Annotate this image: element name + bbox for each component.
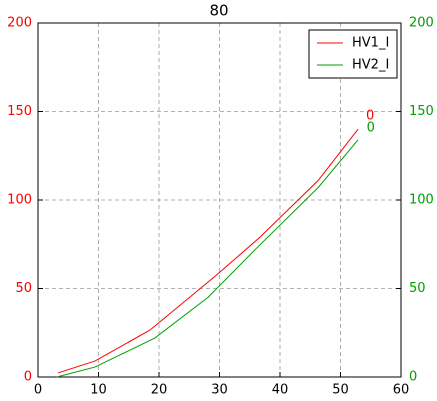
y-tick-label: 200 — [7, 16, 32, 31]
x-tick-label: 60 — [393, 383, 410, 398]
y2-tick-label: 50 — [409, 281, 426, 296]
line — [56, 139, 359, 378]
x-tick-label: 40 — [272, 383, 289, 398]
y-tick-label: 0 — [24, 370, 32, 385]
legend-label: HV2_I — [352, 58, 389, 73]
x-tick-label: 20 — [151, 383, 168, 398]
y2-tick-label: 200 — [409, 16, 434, 31]
plot-frame — [37, 22, 402, 378]
y2-tick-label: 100 — [409, 193, 434, 208]
x-tick-label: 50 — [332, 383, 349, 398]
y-tick-label: 50 — [15, 281, 32, 296]
x-tick-label: 30 — [211, 383, 228, 398]
y-tick-label: 150 — [7, 104, 32, 119]
x-tick-label: 10 — [90, 383, 107, 398]
legend-box — [308, 29, 398, 79]
legend-label: HV1_I — [352, 36, 389, 51]
chart-title: 80 — [209, 2, 228, 20]
annotation: 0 — [367, 120, 375, 135]
line — [57, 128, 359, 374]
y2-tick-label: 150 — [409, 104, 434, 119]
y-tick-label: 100 — [7, 193, 32, 208]
x-tick-label: 0 — [34, 383, 42, 398]
annotation: 0 — [366, 108, 374, 123]
y2-tick-label: 0 — [409, 370, 417, 385]
